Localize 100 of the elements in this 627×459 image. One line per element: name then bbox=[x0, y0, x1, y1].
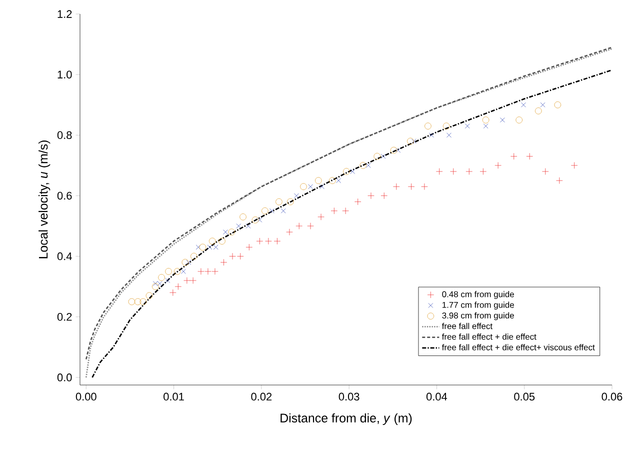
point bbox=[158, 274, 165, 281]
point bbox=[165, 268, 172, 275]
point bbox=[198, 268, 204, 275]
point bbox=[446, 132, 452, 138]
point bbox=[180, 268, 186, 274]
point bbox=[360, 162, 366, 169]
point bbox=[296, 222, 303, 230]
y-tick-label: 0.4 bbox=[57, 252, 72, 260]
point bbox=[436, 168, 443, 175]
point bbox=[464, 124, 470, 129]
point bbox=[350, 169, 356, 174]
x-tick-label: 0.06 bbox=[602, 392, 622, 401]
point bbox=[228, 228, 236, 236]
legend-label: 1.77 cm from guide bbox=[442, 302, 514, 310]
point bbox=[152, 283, 159, 290]
point bbox=[212, 268, 218, 275]
point bbox=[237, 252, 244, 260]
legend-label: 0.48 cm from guide bbox=[442, 291, 514, 299]
point bbox=[146, 292, 153, 300]
point bbox=[500, 118, 505, 122]
point bbox=[274, 238, 281, 245]
point bbox=[220, 258, 228, 266]
point bbox=[393, 183, 400, 190]
point bbox=[510, 152, 518, 160]
point bbox=[521, 102, 526, 108]
point bbox=[199, 244, 206, 251]
point bbox=[396, 148, 401, 153]
point bbox=[308, 184, 313, 190]
point bbox=[236, 224, 242, 228]
x-tick-label: 0.05 bbox=[514, 392, 535, 401]
point bbox=[307, 222, 314, 230]
y-tick-label: 0.2 bbox=[57, 312, 72, 321]
point bbox=[286, 228, 293, 236]
point bbox=[128, 298, 136, 306]
point bbox=[276, 198, 282, 206]
x-tick-label: 0.04 bbox=[426, 392, 448, 401]
y-tick-label: 0.0 bbox=[57, 374, 72, 382]
point bbox=[229, 252, 236, 260]
y-tick-label: 0.8 bbox=[57, 131, 72, 140]
point bbox=[170, 289, 176, 296]
point bbox=[223, 230, 228, 235]
point bbox=[429, 132, 434, 138]
point bbox=[252, 216, 259, 224]
point bbox=[535, 108, 542, 114]
point bbox=[342, 207, 349, 214]
x-tick-label: 0.00 bbox=[76, 392, 96, 401]
point bbox=[265, 238, 272, 245]
point bbox=[286, 198, 294, 206]
point bbox=[315, 177, 322, 184]
y-tick-label: 0.6 bbox=[57, 192, 72, 200]
point bbox=[480, 168, 487, 175]
point bbox=[570, 162, 578, 169]
point bbox=[368, 192, 374, 200]
point bbox=[300, 183, 307, 190]
legend-label: free fall effect + die effect bbox=[442, 334, 536, 340]
point bbox=[374, 152, 381, 160]
point bbox=[408, 183, 415, 190]
point bbox=[556, 177, 563, 184]
point bbox=[140, 298, 146, 306]
legend-label: free fall effect + die effect+ viscous effect bbox=[442, 344, 595, 350]
point bbox=[483, 124, 488, 129]
point bbox=[442, 122, 450, 130]
point bbox=[380, 192, 388, 200]
point bbox=[165, 278, 170, 283]
point bbox=[424, 122, 432, 130]
point bbox=[218, 238, 226, 245]
point bbox=[319, 184, 324, 190]
point bbox=[256, 238, 264, 245]
point bbox=[182, 258, 189, 266]
point bbox=[494, 162, 502, 169]
point bbox=[411, 138, 416, 144]
point bbox=[366, 162, 371, 168]
point bbox=[540, 102, 546, 108]
x-tick-label: 0.03 bbox=[338, 392, 360, 401]
x-tick-label: 0.01 bbox=[164, 392, 184, 401]
point bbox=[421, 183, 428, 190]
point bbox=[390, 146, 398, 154]
point bbox=[246, 224, 251, 228]
y-tick-label: 1.2 bbox=[58, 10, 72, 18]
point bbox=[542, 168, 549, 175]
point bbox=[318, 214, 324, 220]
point bbox=[184, 277, 190, 284]
point bbox=[466, 168, 473, 175]
legend-label: 3.98 cm from guide bbox=[442, 312, 514, 320]
x-axis-title: Distance from die, y (m) bbox=[280, 413, 412, 425]
point bbox=[257, 217, 262, 222]
point bbox=[262, 207, 268, 214]
point bbox=[190, 252, 198, 260]
point bbox=[186, 260, 192, 265]
point bbox=[294, 193, 299, 198]
legend-label: free fall effect bbox=[442, 322, 492, 330]
point bbox=[450, 168, 457, 175]
point bbox=[246, 244, 253, 251]
point bbox=[336, 178, 342, 184]
point bbox=[269, 208, 274, 214]
point bbox=[174, 268, 181, 275]
point bbox=[196, 244, 201, 250]
point bbox=[526, 152, 534, 160]
y-axis-title: Local velocity, u (m/s) bbox=[38, 140, 50, 258]
x-tick-label: 0.02 bbox=[251, 392, 272, 401]
